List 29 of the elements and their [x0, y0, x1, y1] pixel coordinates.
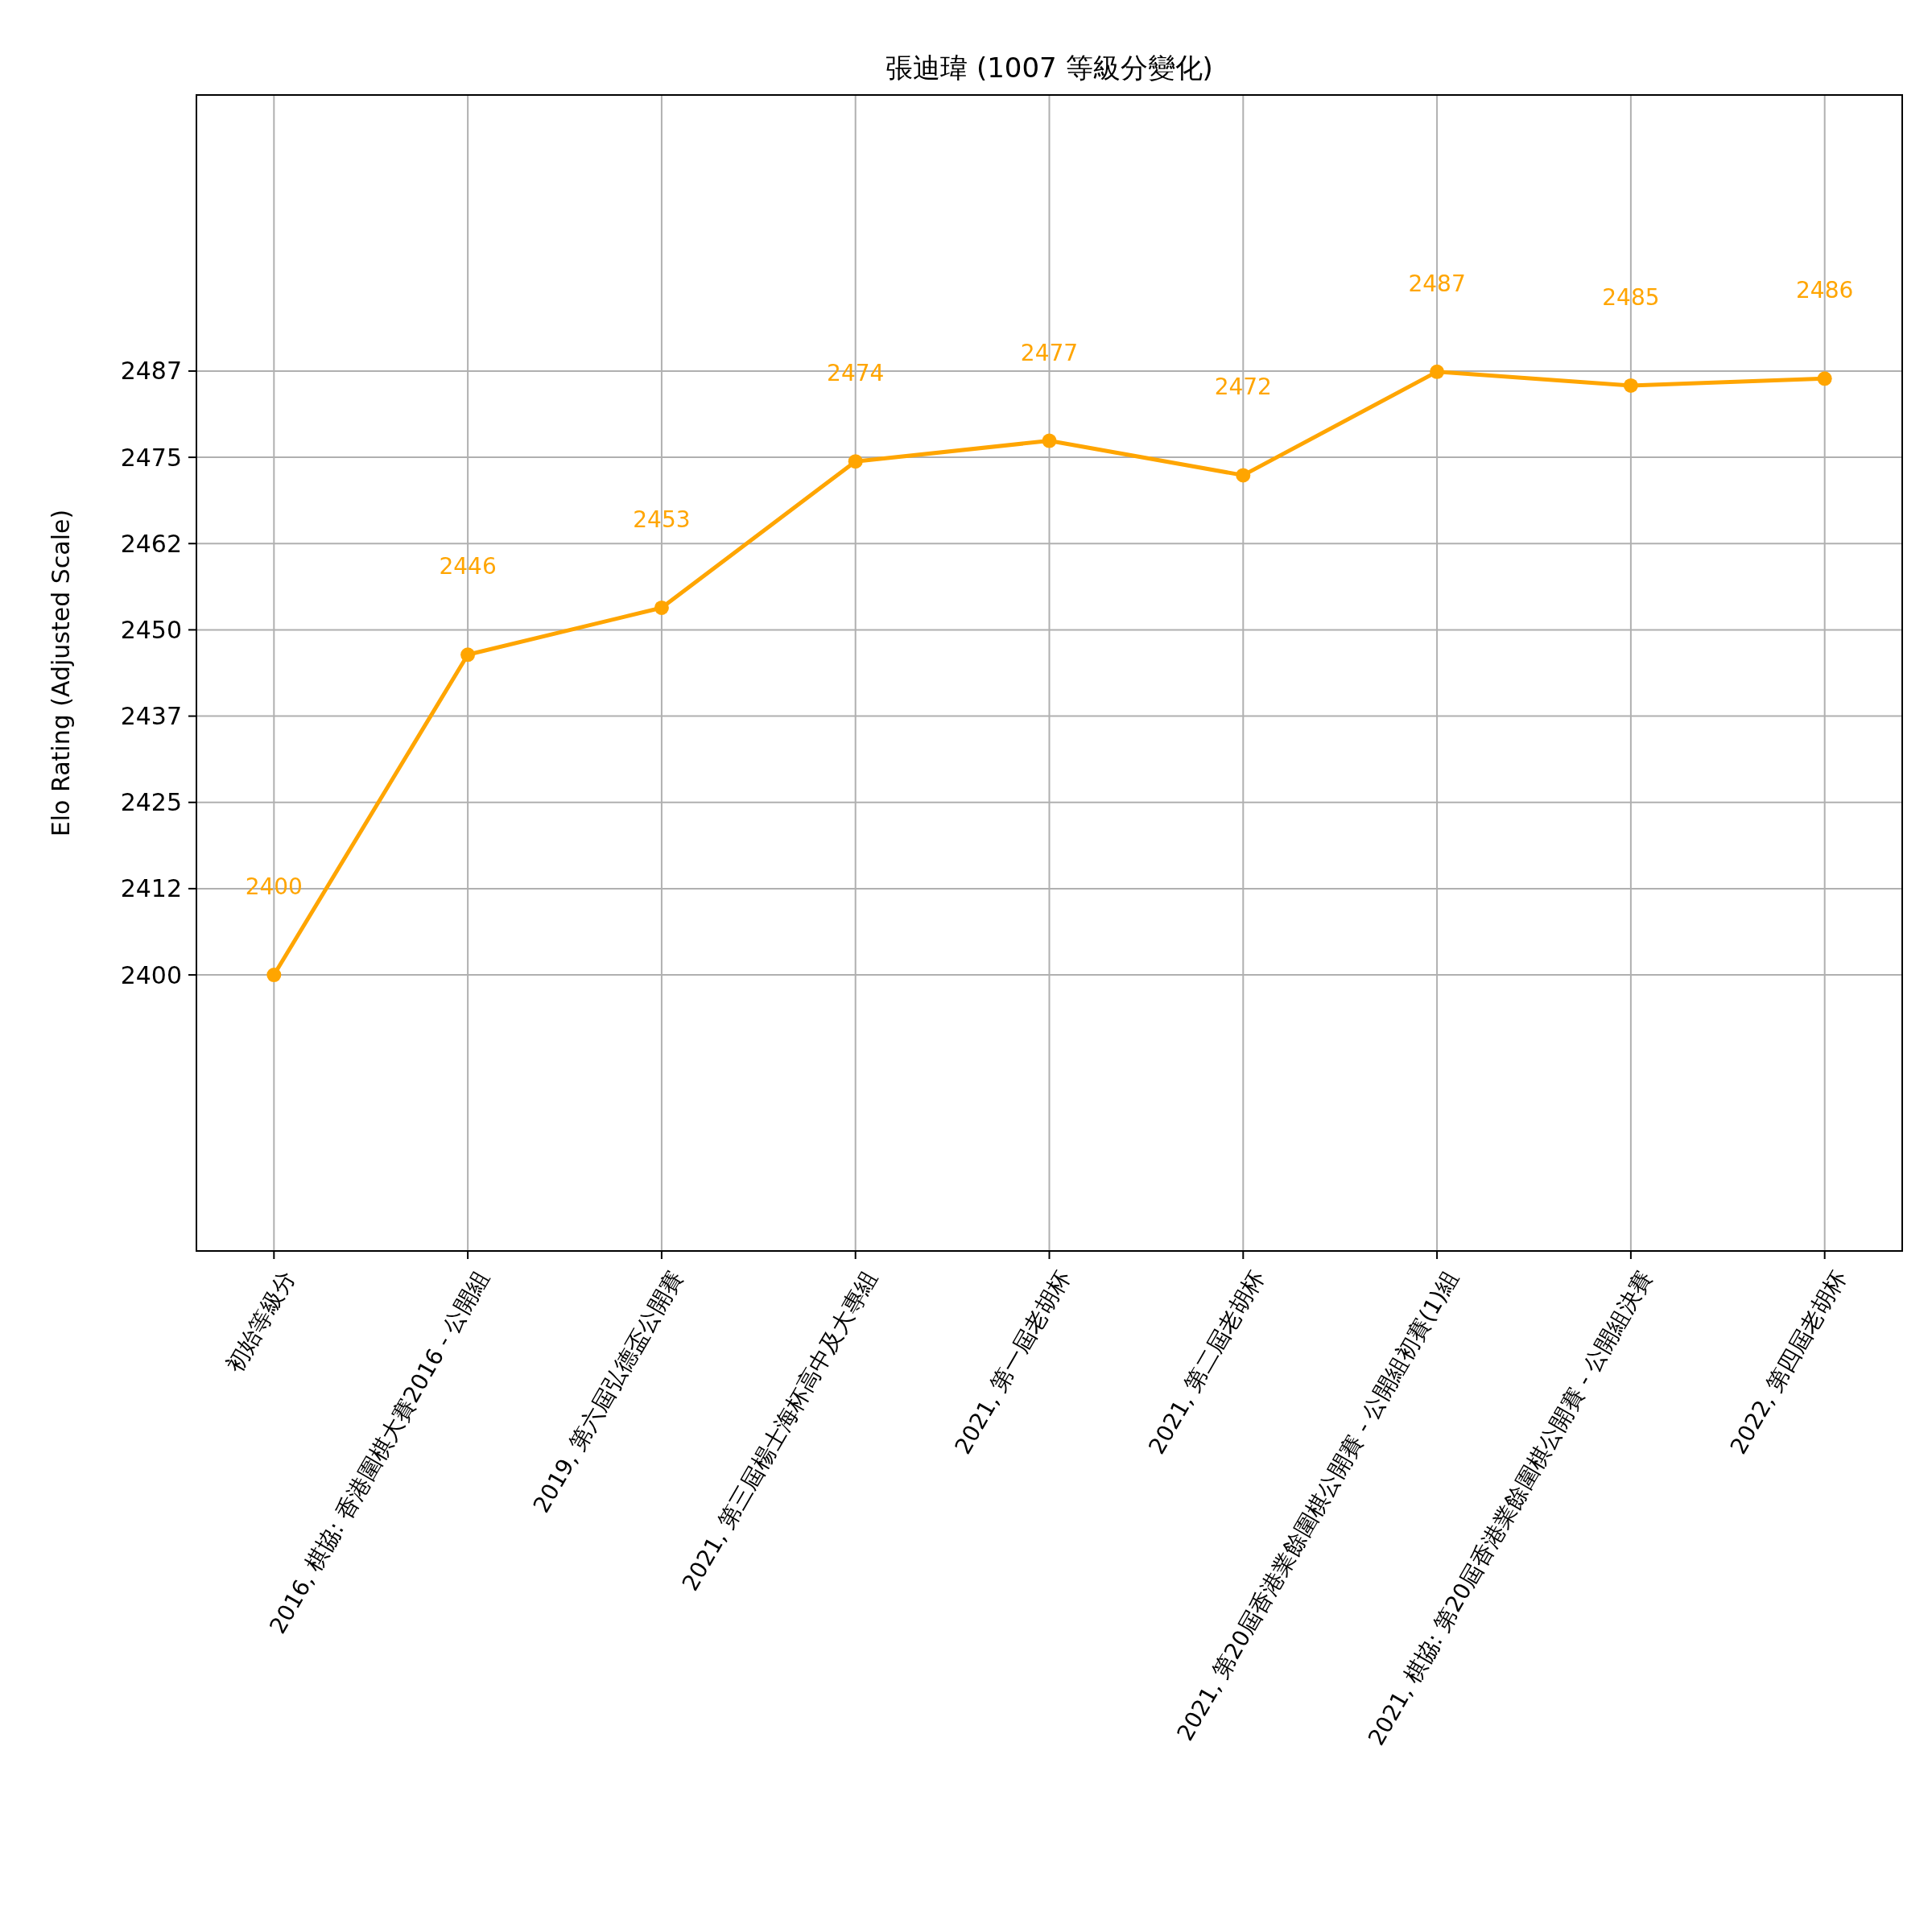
data-label: 2474 [827, 360, 885, 387]
data-label: 2400 [245, 873, 303, 901]
y-tick-label: 2412 [120, 874, 182, 903]
data-label: 2446 [439, 553, 497, 580]
x-tick-label: 初始等級分 [221, 1265, 301, 1377]
data-label: 2487 [1408, 270, 1466, 297]
point [1623, 378, 1638, 393]
chart-title: 張迪瑋 (1007 等級分變化) [886, 52, 1213, 84]
point [848, 454, 863, 469]
y-tick-label: 2487 [120, 357, 182, 386]
y-tick-label: 2400 [120, 960, 182, 989]
data-label: 2472 [1214, 374, 1272, 401]
y-tick-label: 2475 [120, 443, 182, 472]
y-tick-label: 2437 [120, 702, 182, 731]
y-tick-label: 2462 [120, 529, 182, 558]
data-label: 2477 [1020, 339, 1079, 366]
y-axis-title: Elo Rating (Adjusted Scale) [47, 509, 75, 837]
point [1430, 364, 1445, 379]
data-label: 2485 [1602, 283, 1660, 311]
y-tick-label: 2450 [120, 615, 182, 644]
point [460, 647, 476, 663]
point [1042, 433, 1057, 448]
point [1817, 371, 1832, 386]
data-label: 2486 [1796, 277, 1854, 304]
point [654, 600, 669, 615]
point [266, 968, 282, 983]
point [1236, 468, 1251, 483]
data-label: 2453 [633, 506, 691, 533]
y-tick-label: 2425 [120, 788, 182, 817]
